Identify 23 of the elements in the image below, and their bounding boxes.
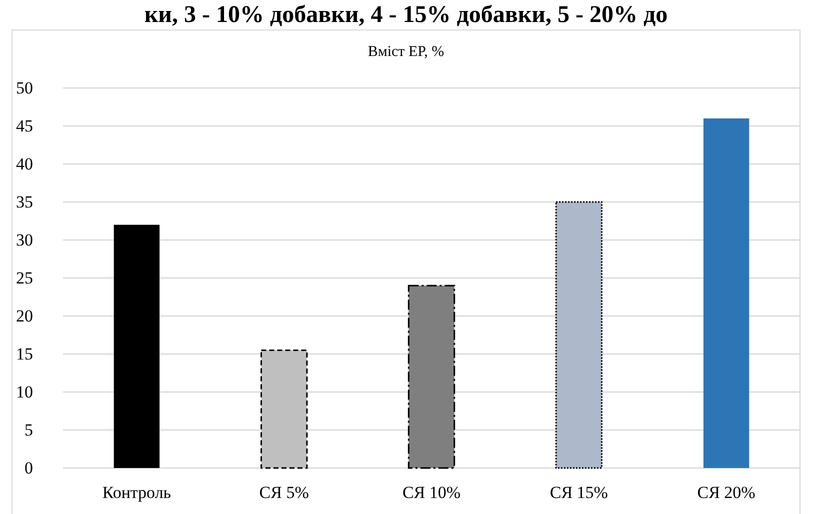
x-tick-label: СЯ 5% [259,483,309,502]
y-tick-label: 40 [16,154,33,174]
chart-title: Вміст ЕР, % [368,44,444,60]
y-tick-label: 45 [16,116,33,136]
x-tick-label: СЯ 10% [402,483,461,502]
bar [408,284,456,469]
bar [555,201,602,469]
x-tick-label: СЯ 20% [697,483,756,502]
y-tick-label: 30 [16,230,33,250]
x-tick-label: Контроль [102,483,172,502]
bar [703,118,750,468]
y-tick-label: 50 [16,78,33,98]
text: ки, 3 - 10% добавки, 4 - 15% добавки, 5 - 20% до [144,2,668,28]
bar [114,224,160,468]
y-tick-label: 20 [16,306,33,326]
y-tick-label: 0 [24,458,33,478]
y-tick-label: 35 [16,192,33,212]
x-tick-label: СЯ 15% [550,483,608,502]
bar [260,349,308,469]
y-tick-label: 10 [16,382,33,402]
y-tick-label: 5 [24,420,33,440]
y-tick-label: 25 [16,268,33,288]
y-tick-label: 15 [16,344,33,364]
